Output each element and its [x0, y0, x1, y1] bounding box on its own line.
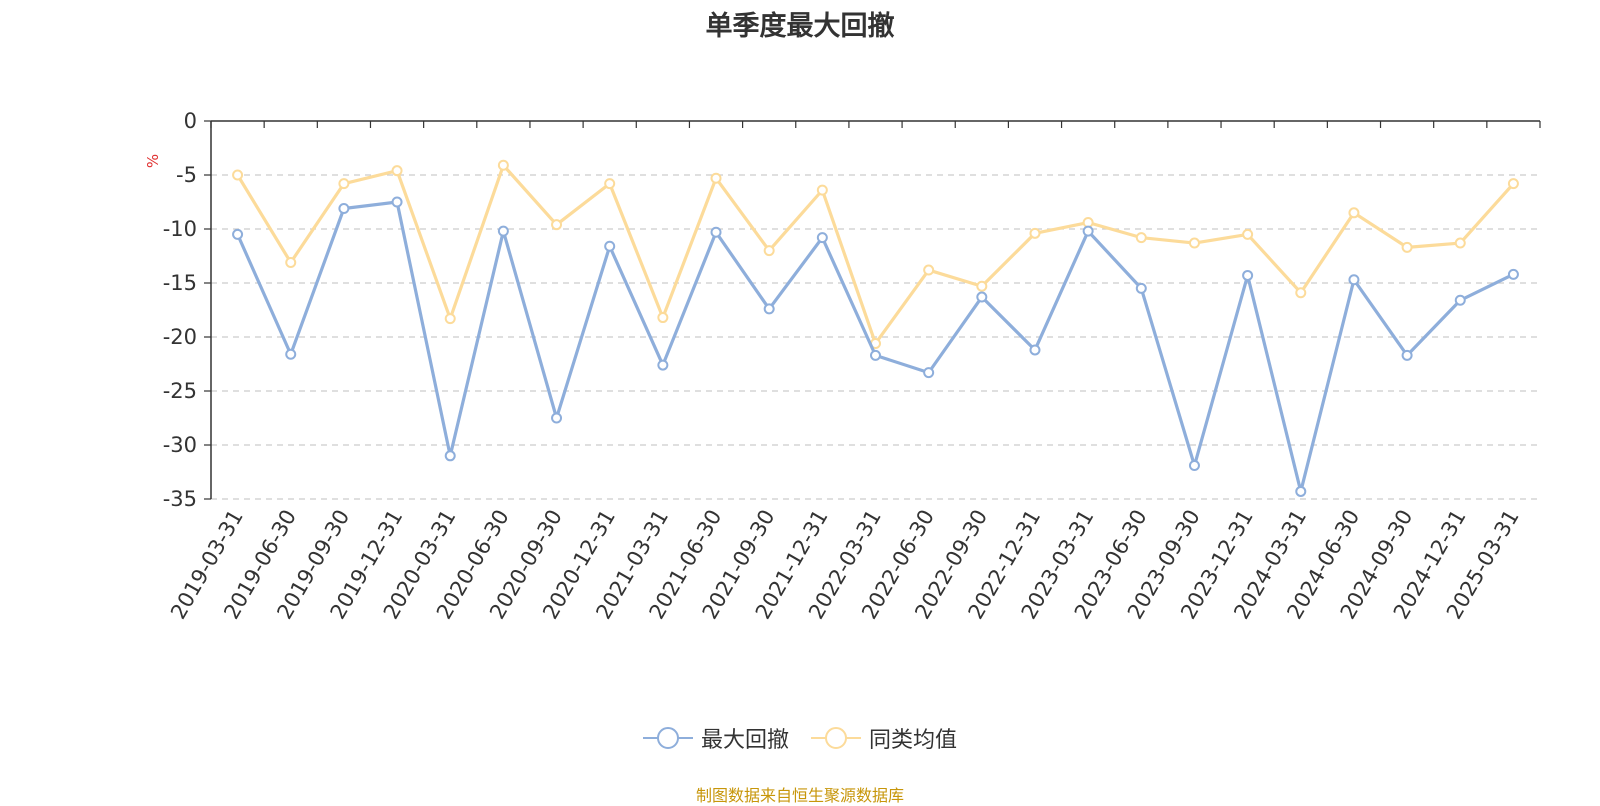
legend-item-max-drawdown[interactable]: 最大回撤 — [642, 722, 789, 754]
data-point — [444, 450, 456, 462]
data-point — [1082, 225, 1094, 237]
data-point — [1029, 344, 1041, 356]
legend-swatch-peer-average — [811, 727, 861, 749]
data-point — [497, 159, 509, 171]
data-point — [285, 348, 297, 360]
data-point — [1242, 269, 1254, 281]
data-point — [1295, 287, 1307, 299]
data-point — [657, 312, 669, 324]
data-point — [816, 232, 828, 244]
source-note: 制图数据来自恒生聚源数据库 — [695, 786, 904, 805]
y-tick-label: -30 — [163, 433, 197, 457]
data-point — [285, 256, 297, 268]
data-point — [1507, 178, 1519, 190]
data-point — [1029, 227, 1041, 239]
data-point — [976, 291, 988, 303]
axes: 0-5-10-15-20-25-30-35%2019-03-312019-06-… — [144, 109, 1541, 623]
series-lines — [232, 159, 1519, 497]
data-point — [763, 303, 775, 315]
data-point — [444, 313, 456, 325]
y-tick-label: -5 — [176, 163, 197, 187]
series-max-drawdown — [232, 196, 1519, 497]
data-point — [1454, 237, 1466, 249]
y-tick-label: -15 — [163, 271, 197, 295]
data-point — [391, 165, 403, 177]
data-point — [551, 219, 563, 231]
data-point — [710, 172, 722, 184]
data-point — [497, 225, 509, 237]
data-point — [232, 228, 244, 240]
data-point — [551, 412, 563, 424]
legend-label-max-drawdown: 最大回撤 — [700, 728, 789, 753]
data-point — [1188, 460, 1200, 472]
data-point — [1348, 274, 1360, 286]
legend: 最大回撤 同类均值 — [0, 722, 1600, 754]
data-point — [976, 280, 988, 292]
legend-label-peer-average: 同类均值 — [869, 728, 958, 753]
y-tick-label: -10 — [163, 217, 197, 241]
data-point — [1401, 241, 1413, 253]
y-tick-label: -25 — [163, 379, 197, 403]
data-point — [391, 196, 403, 208]
data-point — [816, 184, 828, 196]
data-point — [1454, 294, 1466, 306]
data-point — [710, 226, 722, 238]
data-point — [1401, 349, 1413, 361]
data-point — [870, 349, 881, 361]
data-point — [604, 240, 616, 252]
data-point — [763, 245, 775, 257]
data-point — [604, 178, 616, 190]
series-line — [236, 163, 1515, 346]
chart-canvas: 0-5-10-15-20-25-30-35%2019-03-312019-06-… — [144, 109, 1541, 623]
y-tick-label: -20 — [163, 325, 197, 349]
data-point — [923, 367, 935, 379]
grid-lines — [211, 174, 1540, 500]
y-axis-label: % — [144, 154, 162, 168]
legend-swatch-max-drawdown — [642, 727, 693, 749]
chart-title: 单季度最大回撤 — [705, 11, 895, 42]
data-point — [1135, 232, 1147, 244]
data-point — [657, 359, 669, 371]
data-point — [232, 169, 244, 181]
data-point — [1242, 228, 1254, 240]
data-point — [1188, 237, 1200, 249]
data-point — [1507, 268, 1519, 280]
data-point — [923, 264, 935, 276]
data-point — [338, 202, 350, 214]
data-point — [1348, 207, 1360, 219]
data-point — [338, 178, 350, 190]
legend-item-peer-average[interactable]: 同类均值 — [811, 722, 957, 754]
series-peer-average — [232, 159, 1519, 349]
y-tick-label: 0 — [184, 109, 197, 133]
data-point — [1295, 485, 1307, 497]
data-point — [1135, 282, 1147, 294]
y-tick-label: -35 — [163, 487, 197, 511]
